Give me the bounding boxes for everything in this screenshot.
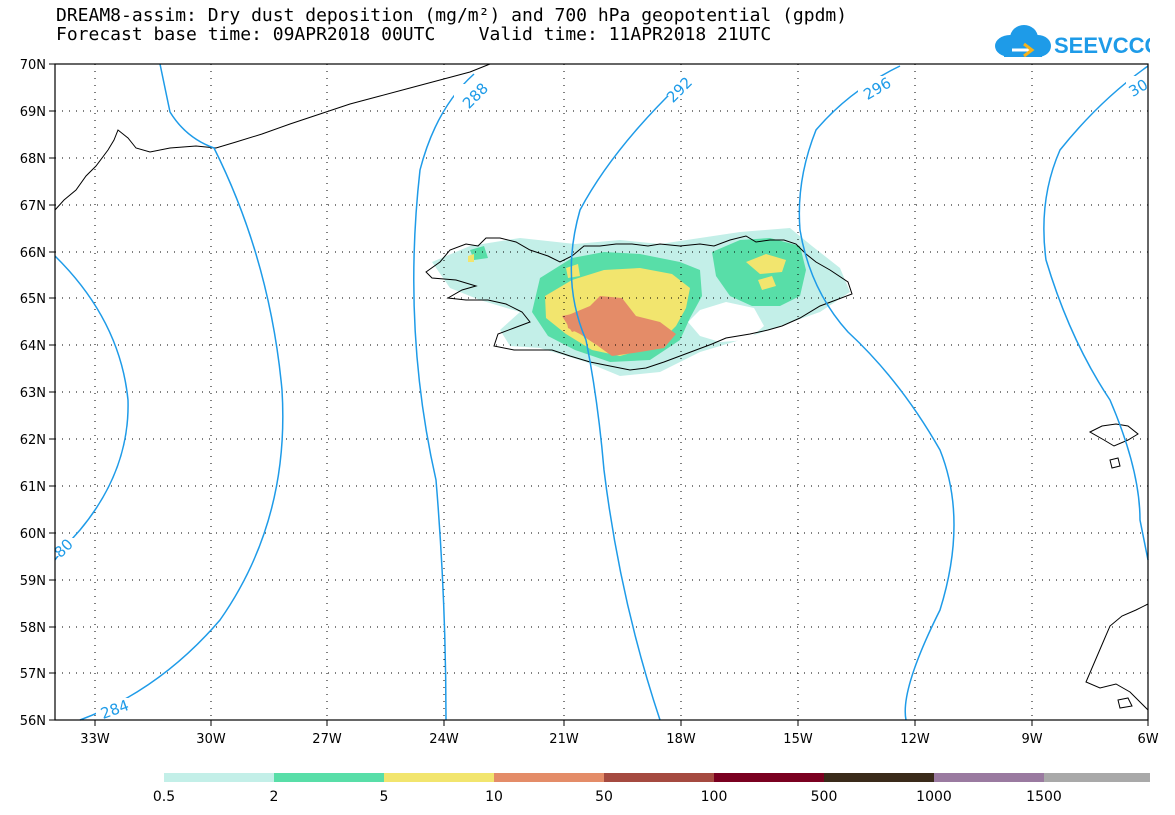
lat-label: 62N	[20, 433, 46, 448]
lon-label: 21W	[549, 732, 579, 747]
colorbar-label: 0.5	[153, 789, 175, 805]
lat-label: 65N	[20, 292, 46, 307]
lat-label: 69N	[20, 105, 46, 120]
latitude-labels: 70N 69N 68N 67N 66N 65N 64N 63N 62N 61N …	[20, 58, 46, 729]
map-subtitle: Forecast base time: 09APR2018 00UTC Vali…	[56, 24, 772, 45]
lon-label: 27W	[312, 732, 342, 747]
lat-label: 59N	[20, 574, 46, 589]
colorbar-label: 500	[811, 789, 838, 805]
dust-10-region	[566, 296, 676, 356]
map-title: DREAM8-assim: Dry dust deposition (mg/m²…	[56, 5, 848, 26]
colorbar-label: 10	[485, 789, 503, 805]
contour-300	[1043, 65, 1149, 561]
longitude-labels: 33W 30W 27W 24W 21W 18W 15W 12W 9W 6W	[80, 732, 1158, 747]
colorbar-label: 1000	[916, 789, 952, 805]
lat-label: 61N	[20, 480, 46, 495]
dust-5-region-east2	[758, 276, 776, 290]
colorbar-swatch	[714, 773, 824, 782]
colorbar-label: 5	[380, 789, 389, 805]
lat-label: 58N	[20, 621, 46, 636]
lat-label: 56N	[20, 714, 46, 729]
lon-label: 9W	[1021, 732, 1042, 747]
colorbar-swatch	[934, 773, 1044, 782]
colorbar-swatch	[604, 773, 714, 782]
dust-free-interior	[688, 302, 764, 342]
dust-5-region-east	[746, 254, 786, 274]
lat-label: 70N	[20, 58, 46, 73]
lat-label: 63N	[20, 386, 46, 401]
iceland-coast	[425, 235, 853, 371]
lon-label: 33W	[80, 732, 110, 747]
faroe-coast	[1088, 423, 1139, 469]
greenland-coast	[54, 63, 491, 211]
lat-label: 66N	[20, 246, 46, 261]
contour-296	[798, 65, 955, 721]
colorbar-swatch	[1044, 773, 1150, 782]
lat-label: 57N	[20, 667, 46, 682]
lat-label: 64N	[20, 339, 46, 354]
coastlines	[54, 63, 1149, 711]
cloud-icon	[995, 25, 1051, 58]
logo-text: SEEVCCC	[1054, 33, 1150, 58]
dust-10-region-west	[562, 312, 590, 332]
axis-ticks	[49, 63, 1149, 726]
colorbar-swatch	[494, 773, 604, 782]
lon-label: 30W	[196, 732, 226, 747]
lon-label: 12W	[900, 732, 930, 747]
contour-288	[413, 73, 475, 721]
contour-284	[79, 63, 284, 721]
seevccc-logo: SEEVCCC	[995, 25, 1150, 58]
lon-label: 6W	[1137, 732, 1158, 747]
lon-label: 18W	[666, 732, 696, 747]
colorbar-swatch	[274, 773, 384, 782]
colorbar-label: 1500	[1026, 789, 1062, 805]
lat-label: 60N	[20, 527, 46, 542]
colorbar: 0.5 2 5 10 50 100 500 1000 1500	[153, 773, 1150, 805]
dust-5-small-nw	[566, 264, 580, 278]
lon-label: 15W	[783, 732, 813, 747]
scotland-coast	[1085, 603, 1149, 711]
colorbar-swatch	[384, 773, 494, 782]
colorbar-label: 100	[701, 789, 728, 805]
colorbar-label: 50	[595, 789, 613, 805]
dust-deposition-field	[432, 228, 850, 376]
colorbar-label: 2	[270, 789, 279, 805]
dust-5-small-west	[468, 254, 474, 262]
geopotential-contours	[54, 63, 1149, 721]
lat-label: 68N	[20, 152, 46, 167]
contour-292	[570, 85, 679, 721]
lat-label: 67N	[20, 199, 46, 214]
dust-2-small-west	[470, 246, 488, 260]
contour-280	[54, 255, 129, 561]
scotland-islands	[1117, 697, 1133, 709]
colorbar-swatch	[824, 773, 934, 782]
colorbar-swatch	[164, 773, 274, 782]
lon-label: 24W	[429, 732, 459, 747]
